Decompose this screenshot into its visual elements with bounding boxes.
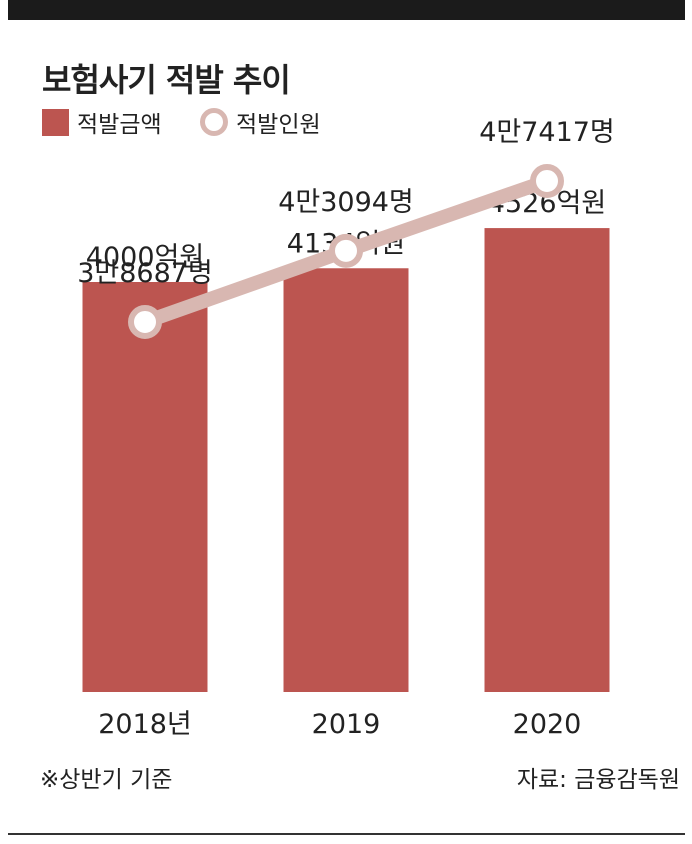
footnote: ※상반기 기준 xyxy=(40,767,173,793)
people-value-label-2: 4만7417명 xyxy=(479,117,615,148)
x-tick-label-2: 2020 xyxy=(513,709,582,740)
top-rule xyxy=(8,0,685,20)
legend-item-people: 적발인원 xyxy=(200,107,321,138)
bar-value-label-0: 4000억원 xyxy=(86,242,204,273)
x-tick-label-1: 2019 xyxy=(312,709,381,740)
people-point-0 xyxy=(128,305,162,339)
legend-marker-people xyxy=(200,108,228,136)
legend-label-amount: 적발금액 xyxy=(77,112,162,138)
people-value-label-1: 4만3094명 xyxy=(278,187,414,218)
people-point-2 xyxy=(530,164,564,198)
legend-label-people: 적발인원 xyxy=(236,112,321,138)
legend-item-amount: 적발금액 xyxy=(42,107,162,138)
legend-swatch-amount xyxy=(42,108,69,136)
people-point-1 xyxy=(329,233,363,268)
bottom-rule xyxy=(8,833,685,835)
chart-title: 보험사기 적발 추이 xyxy=(42,61,291,99)
bar-2 xyxy=(484,228,610,692)
bar-1 xyxy=(283,268,409,692)
source-credit: 자료: 금융감독원 xyxy=(516,767,680,793)
bar-0 xyxy=(82,282,208,692)
x-tick-label-0: 2018년 xyxy=(98,709,192,740)
people-value-label-0: 3만8687명 xyxy=(77,258,213,289)
